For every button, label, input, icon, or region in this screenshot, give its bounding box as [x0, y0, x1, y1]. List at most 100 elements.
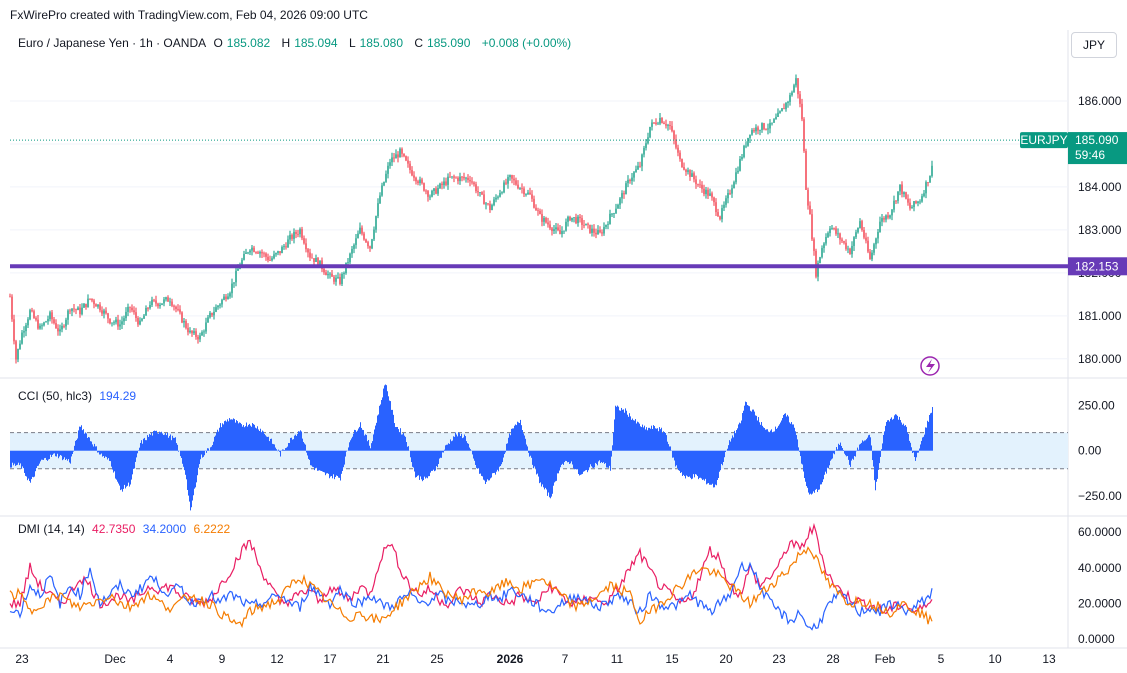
cci-bar [29, 450, 30, 482]
cci-bar [294, 435, 295, 451]
cci-bar [861, 442, 862, 451]
candle [745, 141, 747, 149]
candle [141, 317, 143, 322]
cci-bar [202, 450, 203, 458]
candle [145, 305, 147, 316]
candle [19, 340, 21, 350]
candle [497, 195, 499, 200]
cci-bar [780, 422, 781, 451]
cci-bar [332, 450, 333, 479]
cci-bar [398, 429, 399, 451]
candle [831, 224, 833, 230]
cci-bar [732, 435, 733, 451]
cci-bar [137, 450, 138, 454]
cci-bar [591, 450, 592, 467]
cci-bar [392, 409, 393, 451]
cci-bar [704, 450, 705, 481]
candle [887, 212, 889, 220]
cci-bar [465, 436, 466, 451]
candle [167, 295, 169, 302]
cci-bar [107, 450, 108, 460]
cci-bar [836, 447, 837, 451]
candle [299, 227, 301, 238]
cci-axis-tick: 0.00 [1078, 444, 1102, 458]
cci-bar [760, 424, 761, 451]
cci-bar [346, 450, 347, 452]
cci-bar [918, 450, 919, 453]
candle [159, 302, 161, 309]
cci-bar [645, 429, 646, 451]
cci-bar [896, 414, 897, 451]
candle [123, 315, 125, 325]
cci-bar [77, 438, 78, 451]
cci-bar [606, 450, 607, 468]
cci-bar [670, 446, 671, 451]
candle [911, 205, 913, 209]
cci-bar [585, 450, 586, 471]
cci-bar [474, 450, 475, 461]
cci-bar [669, 446, 670, 451]
candle [855, 229, 857, 240]
candle [231, 278, 233, 298]
candle [291, 233, 293, 241]
cci-bar [751, 411, 752, 451]
chart-attribution: FxWirePro created with TradingView.com, … [10, 8, 368, 22]
cci-bar [271, 438, 272, 451]
cci-bar [212, 445, 213, 451]
cci-bar [297, 433, 298, 451]
cci-bar [580, 450, 581, 475]
candle [113, 320, 115, 326]
cci-bar [483, 450, 484, 480]
cci-bar [263, 431, 264, 451]
cci-bar [725, 450, 726, 452]
cci-bar [92, 444, 93, 451]
cci-bar [792, 424, 793, 451]
cci-bar [657, 428, 658, 451]
candle [489, 200, 491, 213]
cci-bar [523, 433, 524, 451]
time-axis-tick: 5 [938, 652, 945, 666]
flash-icon[interactable] [920, 356, 940, 376]
cci-bar [805, 450, 806, 482]
candle [463, 172, 465, 181]
currency-button[interactable]: JPY [1071, 32, 1117, 58]
cci-bar [293, 439, 294, 451]
cci-bar [36, 450, 37, 469]
cci-bar [887, 420, 888, 451]
cci-bar [504, 450, 505, 455]
candle [549, 220, 551, 231]
cci-bar [627, 414, 628, 451]
cci-bar [43, 450, 44, 460]
cci-bar [628, 416, 629, 451]
candle [653, 122, 655, 125]
cci-bar [800, 450, 801, 457]
cci-bar [536, 450, 537, 475]
candle [805, 148, 807, 190]
candle [383, 181, 385, 187]
cci-bar [621, 407, 622, 451]
cci-bar [922, 437, 923, 451]
candle [209, 311, 211, 319]
cci-bar [56, 450, 57, 457]
cci-bar [261, 432, 262, 451]
cci-bar [469, 447, 470, 451]
cci-pane [10, 384, 1068, 511]
cci-bar [911, 447, 912, 451]
candle [393, 152, 395, 163]
cci-bar [811, 450, 812, 495]
candle [701, 181, 703, 193]
candle [295, 229, 297, 239]
cci-bar [114, 450, 115, 472]
candle [639, 161, 641, 168]
candle [849, 247, 851, 255]
symbol-legend: Euro / Japanese Yen · 1h · OANDA O 185.08… [18, 36, 575, 50]
cci-bar [113, 450, 114, 473]
cci-bar [759, 422, 760, 451]
cci-bar [561, 450, 562, 465]
candle [555, 223, 557, 234]
candle [861, 219, 863, 232]
cci-bar [37, 450, 38, 467]
cci-bar [785, 413, 786, 451]
cci-bar [68, 450, 69, 460]
